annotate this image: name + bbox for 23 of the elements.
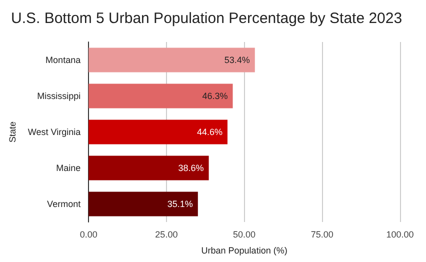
data-label: 35.1% — [167, 199, 193, 209]
y-tick-label: Montana — [46, 55, 81, 65]
y-tick-label: Mississippi — [37, 91, 81, 101]
data-label: 44.6% — [196, 127, 222, 137]
bar — [88, 192, 198, 216]
y-tick-label: Vermont — [47, 199, 82, 209]
x-tick-label: 25.00 — [155, 230, 178, 240]
y-tick-label: West Virginia — [28, 127, 81, 137]
x-tick-label: 100.00 — [386, 230, 414, 240]
data-label: 46.3% — [202, 91, 228, 101]
x-tick-label: 50.00 — [233, 230, 256, 240]
bar — [88, 48, 255, 72]
x-tick-label: 0.00 — [80, 230, 98, 240]
x-axis-title: Urban Population (%) — [201, 246, 288, 256]
bar — [88, 156, 209, 180]
x-tick-label: 75.00 — [310, 230, 334, 240]
data-label: 53.4% — [224, 55, 250, 65]
y-tick-label: Maine — [56, 163, 81, 173]
y-axis-title: State — [8, 121, 18, 143]
chart-title: U.S. Bottom 5 Urban Population Percentage by State 2023 — [11, 10, 402, 27]
bar — [88, 84, 233, 108]
data-label: 38.6% — [178, 163, 204, 173]
bar — [88, 120, 228, 144]
